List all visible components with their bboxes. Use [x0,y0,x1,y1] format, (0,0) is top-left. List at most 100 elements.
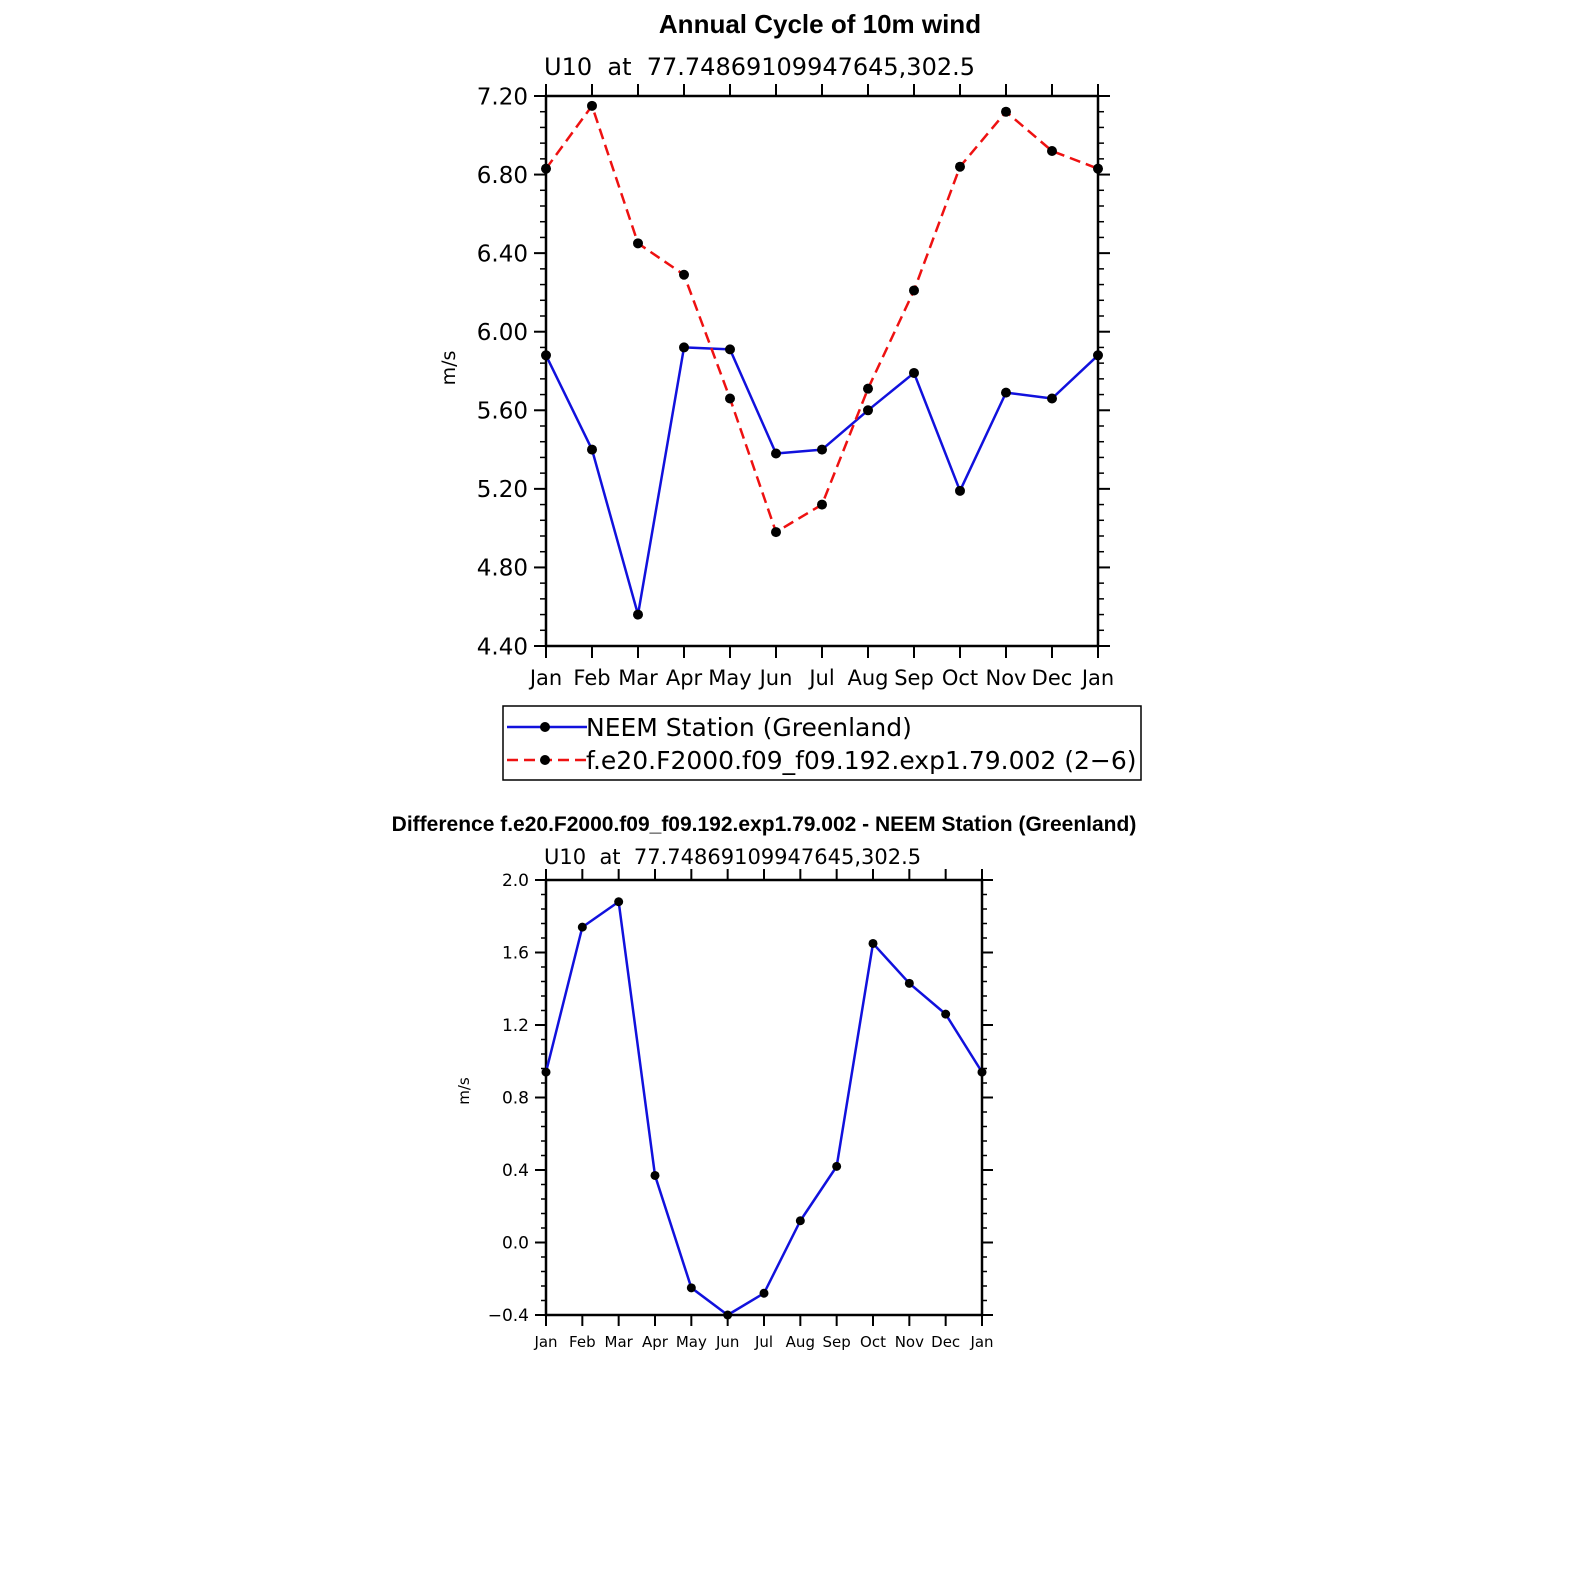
y-tick-label: 0.0 [502,1234,529,1254]
data-point [904,978,914,988]
data-point [723,1310,733,1320]
data-point [614,897,624,907]
x-tick-label: Apr [642,1333,669,1351]
data-point [679,269,689,280]
x-tick-label: Feb [569,1333,596,1351]
x-tick-label: May [708,666,751,690]
data-point [1047,393,1057,404]
data-point [795,1216,805,1226]
x-tick-label: Sep [894,666,934,690]
data-point [650,1170,660,1180]
x-tick-label: Jan [533,1333,557,1351]
data-point [725,393,735,404]
data-point [1047,146,1057,156]
data-point [541,163,551,174]
data-point [771,527,781,538]
x-tick-label: Aug [847,666,888,690]
y-tick-label: 6.40 [477,241,528,267]
data-point [587,444,597,455]
data-point [759,1288,769,1298]
legend-label-model: f.e20.F2000.f09_f09.192.exp1.79.002 (2−6… [586,746,1137,775]
data-point [909,367,919,378]
annual-cycle-chart: Annual Cycle of 10m wind U10 at 77.74869… [438,9,1142,781]
y-tick-label: 5.60 [477,399,528,425]
x-tick-label: Jun [758,666,793,690]
data-point [863,405,873,416]
data-point [1093,163,1103,174]
chart-subtitle: U10 at 77.74869109947645,302.5 [544,53,975,81]
x-tick-label: Jun [715,1333,739,1351]
legend-marker-model [540,755,550,765]
data-point [541,1067,551,1077]
x-tick-label: Apr [666,666,703,690]
data-point [587,100,597,111]
y-tick-label: 0.8 [502,1089,529,1109]
x-tick-label: Jul [807,666,834,690]
data-point [941,1009,951,1019]
y-tick-label: −0.4 [488,1306,529,1326]
data-point [541,350,551,361]
data-point [1001,106,1011,117]
x-tick-label: Nov [986,666,1027,690]
y-tick-label: 0.4 [502,1161,529,1181]
data-point [679,342,689,353]
y-tick-label: 6.00 [477,320,528,346]
plot-frame [544,878,984,1317]
plot-area: 4.40 4.80 5.20 5.60 6.00 6.40 6.80 7.20 Jan Feb Ma… [477,84,1114,690]
plot-area: −0.4 0.0 0.4 0.8 1.2 1.6 2.0 Jan Feb Mar Apr May Jun… [488,869,994,1351]
y-tick-label: 2.0 [502,871,529,891]
x-tick-label: Oct [860,1333,886,1351]
legend-label-neem: NEEM Station (Greenland) [586,713,912,742]
y-axis-label: m/s [438,351,460,386]
x-tick-label: Jan [528,666,562,690]
series-line-0 [544,346,1099,616]
chart-title: Difference f.e20.F2000.f09_f09.192.exp1.… [392,813,1137,836]
y-tick-label: 4.40 [477,634,528,660]
data-point [817,444,827,455]
x-tick-label: Feb [573,666,610,690]
data-point [977,1067,987,1077]
series-line-1 [544,104,1099,534]
data-point [725,344,735,355]
data-point [771,448,781,459]
data-point [1001,387,1011,398]
data-point [863,383,873,394]
data-point [1093,350,1103,361]
difference-chart: Difference f.e20.F2000.f09_f09.192.exp1.… [392,813,1137,1351]
data-point [633,609,643,620]
x-tick-label: Dec [1032,666,1073,690]
data-point [633,238,643,249]
data-point [686,1283,696,1293]
y-axis-label: m/s [455,1077,473,1105]
y-tick-label: 5.20 [477,477,528,503]
x-tick-label: Nov [895,1333,924,1351]
y-tick-label: 6.80 [477,163,528,189]
data-point [832,1161,842,1171]
x-tick-label: May [676,1333,707,1351]
data-point [577,922,587,932]
x-tick-label: Mar [605,1333,634,1351]
chart-subtitle: U10 at 77.74869109947645,302.5 [544,845,921,869]
y-tick-label: 1.2 [502,1016,529,1036]
x-tick-label: Jan [969,1333,993,1351]
data-point [909,285,919,296]
data-point [955,485,965,496]
legend-marker-neem [540,722,550,732]
y-tick-label: 4.80 [477,556,528,582]
chart-title: Annual Cycle of 10m wind [659,9,981,39]
x-tick-label: Mar [618,666,658,690]
data-point [868,938,878,948]
y-tick-label: 7.20 [477,84,528,110]
x-tick-label: Aug [786,1333,815,1351]
x-tick-label: Jul [754,1333,773,1351]
x-tick-label: Jan [1080,666,1114,690]
data-point [817,499,827,510]
x-tick-label: Oct [942,666,978,690]
y-tick-label: 1.6 [502,944,529,964]
legend: NEEM Station (Greenland) f.e20.F2000.f09… [502,705,1142,781]
plot-frame [544,94,1100,648]
series-line-0 [544,900,984,1317]
x-tick-label: Dec [931,1333,960,1351]
data-point [955,161,965,172]
